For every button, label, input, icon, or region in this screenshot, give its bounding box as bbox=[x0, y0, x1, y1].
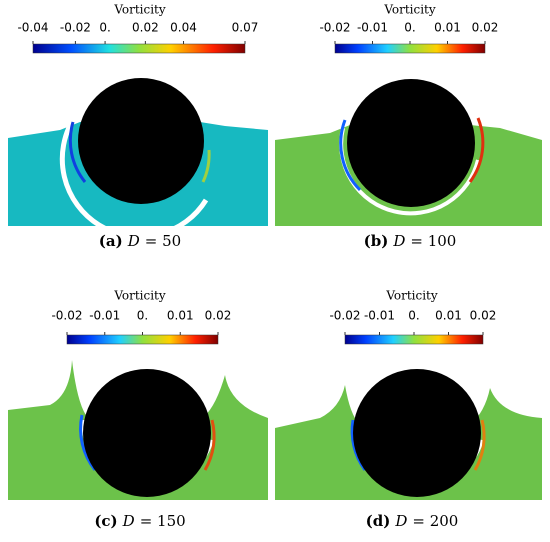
colorbar-tick-label: -0.02 bbox=[60, 21, 91, 35]
panel-a-image bbox=[8, 78, 268, 240]
colorbar-title: Vorticity bbox=[113, 3, 166, 17]
caption-var: D bbox=[392, 232, 405, 250]
colorbar-tick-label: 0.04 bbox=[170, 21, 197, 35]
caption-tag: (c) bbox=[94, 512, 117, 530]
panel: Vorticity -0.02 -0.01 0. 0.01 0.02 (b) D = 100 bbox=[319, 3, 498, 251]
colorbar bbox=[334, 43, 486, 54]
caption-tag: (d) bbox=[366, 512, 391, 530]
colorbar-tick-label: 0. bbox=[99, 21, 110, 35]
colorbar-tick-label: 0.02 bbox=[470, 309, 497, 323]
caption-rest: = 100 bbox=[410, 232, 456, 250]
colorbar-tick-label: 0.07 bbox=[232, 21, 259, 35]
colorbar bbox=[344, 334, 484, 345]
colorbar-tick-label: 0.02 bbox=[472, 21, 499, 35]
colorbar-tick-label: 0. bbox=[408, 309, 419, 323]
caption-tag: (a) bbox=[99, 232, 123, 250]
colorbar-tick-label: -0.04 bbox=[17, 21, 48, 35]
colorbar bbox=[66, 334, 219, 345]
caption-var: D bbox=[394, 512, 407, 530]
caption: (d) D = 200 bbox=[366, 512, 459, 530]
colorbar-tick-label: 0.02 bbox=[132, 21, 159, 35]
colorbar-tick-label: 0. bbox=[404, 21, 415, 35]
panel: Vorticity -0.04 -0.02 0. 0.02 0.04 0.07 (a) D = 5… bbox=[17, 3, 258, 251]
caption-var: D bbox=[127, 232, 140, 250]
colorbar-tick-label: 0.01 bbox=[434, 21, 461, 35]
caption-var: D bbox=[122, 512, 135, 530]
colorbar-title: Vorticity bbox=[385, 289, 438, 303]
caption: (b) D = 100 bbox=[364, 232, 457, 250]
colorbar-tick-label: 0.01 bbox=[167, 309, 194, 323]
colorbar-tick-label: 0.02 bbox=[205, 309, 232, 323]
colorbar-tick-label: -0.02 bbox=[329, 309, 360, 323]
colorbar-tick-label: 0.01 bbox=[435, 309, 462, 323]
colorbar-title: Vorticity bbox=[383, 3, 436, 17]
colorbar-tick-label: -0.01 bbox=[89, 309, 120, 323]
caption-rest: = 150 bbox=[140, 512, 186, 530]
colorbar-title: Vorticity bbox=[113, 289, 166, 303]
panel: Vorticity -0.02 -0.01 0. 0.01 0.02 (d) D = 200 bbox=[329, 289, 496, 531]
panel-c-image bbox=[8, 360, 268, 500]
panel-d-image bbox=[275, 369, 542, 500]
caption-rest: = 200 bbox=[412, 512, 458, 530]
colorbar-tick-label: 0. bbox=[137, 309, 148, 323]
colorbar-tick-label: -0.02 bbox=[51, 309, 82, 323]
colorbar bbox=[32, 43, 246, 54]
colorbar-tick-label: -0.01 bbox=[364, 309, 395, 323]
caption-rest: = 50 bbox=[145, 232, 181, 250]
colorbar-tick-label: -0.02 bbox=[319, 21, 350, 35]
panel-b-image bbox=[275, 79, 542, 226]
caption: (a) D = 50 bbox=[99, 232, 181, 250]
colorbar-tick-label: -0.01 bbox=[357, 21, 388, 35]
caption: (c) D = 150 bbox=[94, 512, 185, 530]
panel: Vorticity -0.02 -0.01 0. 0.01 0.02 (c) D = 150 bbox=[51, 289, 231, 531]
caption-tag: (b) bbox=[364, 232, 389, 250]
